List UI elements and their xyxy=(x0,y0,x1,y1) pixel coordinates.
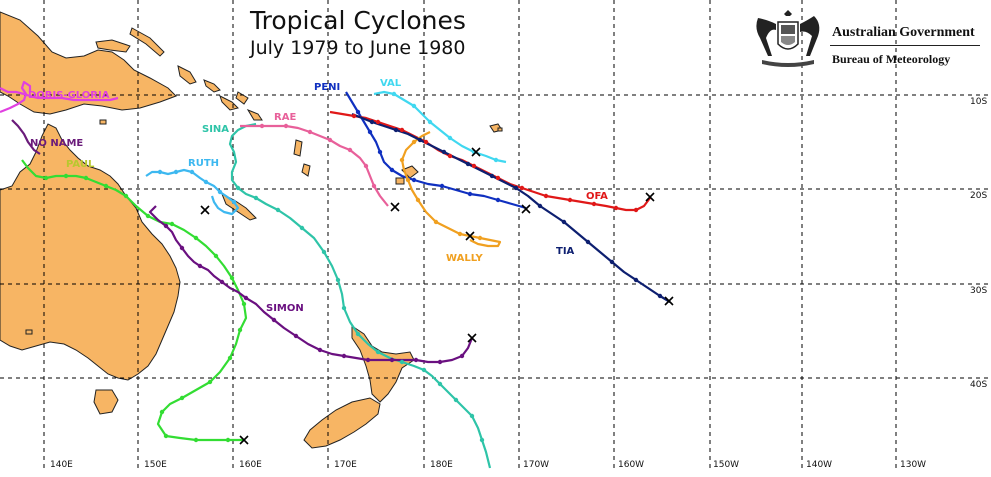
ofa-points xyxy=(351,113,639,213)
vanuatu-land xyxy=(293,139,311,177)
label-sina: SINA xyxy=(202,124,229,135)
end-marker xyxy=(239,435,249,445)
agency-divider xyxy=(830,45,980,46)
lat-label: 10S xyxy=(970,97,987,107)
lat-label: 40S xyxy=(970,380,987,390)
lon-label: 130W xyxy=(900,460,926,470)
new-ireland-land xyxy=(129,27,165,57)
lon-label: 150W xyxy=(713,460,739,470)
track-paul xyxy=(21,159,248,442)
end-marker xyxy=(200,205,210,215)
bougainville-land xyxy=(177,65,197,85)
track-points xyxy=(43,91,663,443)
small-islands-land xyxy=(25,119,503,335)
label-ruth: RUTH xyxy=(188,158,219,169)
lon-label: 150E xyxy=(144,460,167,470)
sina-points xyxy=(235,185,485,443)
label-simon: SIMON xyxy=(266,303,304,314)
wally-points xyxy=(399,139,483,241)
track-tia xyxy=(351,112,671,303)
track-no-name xyxy=(11,119,41,155)
lon-label: 170E xyxy=(334,460,357,470)
lon-label: 140W xyxy=(806,460,832,470)
label-paul: PAUL xyxy=(66,159,95,170)
lat-label: 30S xyxy=(970,286,987,296)
lon-label: 160E xyxy=(239,460,262,470)
longitude-labels: 140E 150E 160E 170E 180E 170W 160W 150W … xyxy=(50,460,926,470)
val-points xyxy=(391,91,499,163)
track-sina xyxy=(228,122,492,469)
agency-name-line2: Bureau of Meteorology xyxy=(832,52,951,66)
lat-label: 20S xyxy=(970,191,987,201)
track-doris-gloria-2 xyxy=(0,80,32,114)
nz-south-island-land xyxy=(303,397,381,449)
solomon-islands-land xyxy=(203,79,263,121)
label-ofa: OFA xyxy=(586,191,608,202)
tasmania-land xyxy=(93,389,119,415)
tia-points xyxy=(369,119,663,299)
end-marker xyxy=(645,192,655,202)
track-ruth xyxy=(145,168,240,216)
end-marker xyxy=(390,202,400,212)
rae-points xyxy=(259,123,377,189)
lon-label: 180E xyxy=(430,460,453,470)
track-doris-gloria xyxy=(0,87,119,102)
simon-points xyxy=(163,223,465,365)
latitude-labels: 10S 20S 30S 40S xyxy=(970,97,987,390)
paul-points xyxy=(43,173,247,443)
label-no-name: NO NAME xyxy=(30,138,83,149)
label-tia: TIA xyxy=(556,246,575,257)
lon-label: 170W xyxy=(523,460,549,470)
map-subtitle: July 1979 to June 1980 xyxy=(250,37,466,59)
cyclone-labels: DORIS-GLORIA NO NAME PAUL RUTH SINA RAE … xyxy=(28,78,608,314)
label-doris-gloria: DORIS-GLORIA xyxy=(28,90,110,101)
end-marker xyxy=(471,147,481,157)
label-val: VAL xyxy=(380,78,402,89)
track-peni xyxy=(345,91,527,210)
end-marker xyxy=(465,231,475,241)
coat-of-arms-logo xyxy=(756,10,820,67)
australia-land xyxy=(0,123,181,381)
end-marker xyxy=(467,333,477,343)
new-britain-land xyxy=(95,39,131,53)
label-peni: PENI xyxy=(314,82,340,93)
lon-label: 140E xyxy=(50,460,73,470)
label-rae: RAE xyxy=(274,112,296,123)
agency-name-line1: Australian Government xyxy=(832,25,975,40)
dissipation-markers xyxy=(200,147,674,445)
map-title: Tropical Cyclones xyxy=(250,6,466,35)
land-masses xyxy=(0,11,503,449)
lon-label: 160W xyxy=(618,460,644,470)
end-marker xyxy=(521,204,531,214)
end-marker xyxy=(664,296,674,306)
label-wally: WALLY xyxy=(446,253,484,264)
peni-points xyxy=(355,109,501,203)
ruth-points xyxy=(157,169,237,205)
